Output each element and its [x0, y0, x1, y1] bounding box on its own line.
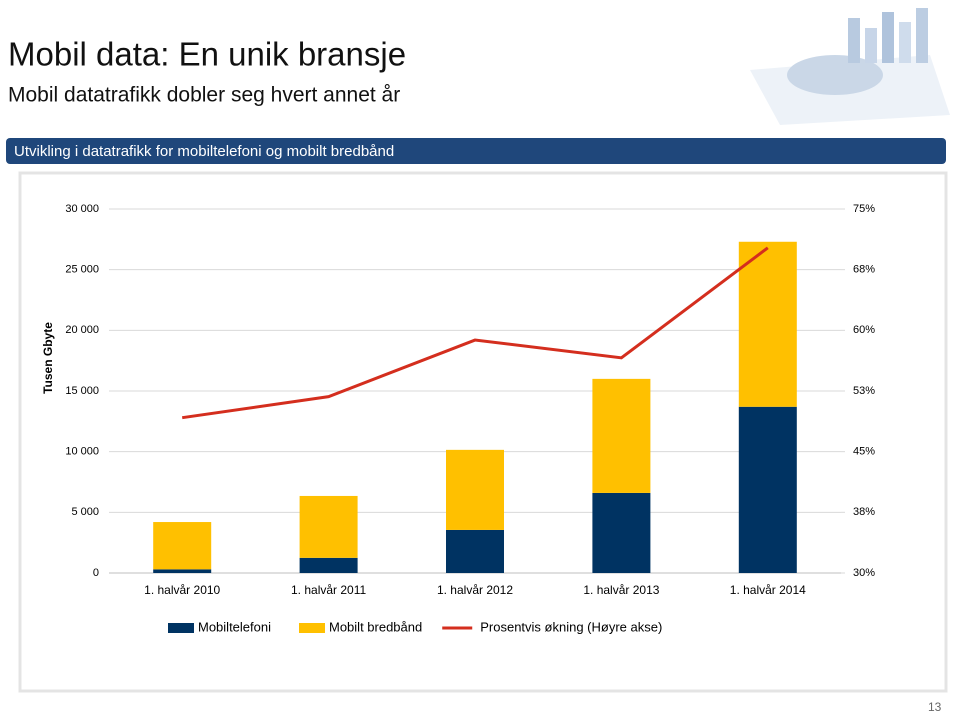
- x-tick-label: 1. halvår 2011: [291, 583, 366, 597]
- x-tick-label: 1. halvår 2012: [437, 583, 513, 597]
- bar-segment: [738, 406, 797, 573]
- bar-segment: [592, 492, 651, 573]
- y-tick-label: 25 000: [65, 264, 99, 276]
- line-series: [181, 246, 769, 420]
- y-tick-label: 0: [93, 567, 99, 579]
- y-tick-label: 5 000: [71, 506, 99, 518]
- x-tick-label: 1. halvår 2010: [144, 583, 220, 597]
- legend-label: Mobilt bredbånd: [329, 619, 422, 634]
- y2-tick-label: 38%: [853, 506, 875, 518]
- bar-segment: [299, 495, 358, 558]
- banner-text: Utvikling i datatrafikk for mobiltelefon…: [14, 143, 394, 160]
- y-tick-label: 20 000: [65, 324, 99, 336]
- x-tick-label: 1. halvår 2013: [583, 583, 659, 597]
- banner: [6, 138, 946, 164]
- y2-tick-label: 53%: [853, 385, 875, 397]
- bar-segment: [153, 569, 212, 573]
- page-number: 13: [928, 700, 942, 714]
- legend-label: Prosentvis økning (Høyre akse): [480, 619, 662, 634]
- x-tick-label: 1. halvår 2014: [730, 583, 806, 597]
- bar-segment: [299, 557, 358, 573]
- legend-swatch: [168, 623, 194, 633]
- bar-segment: [446, 529, 504, 573]
- y-tick-label: 30 000: [65, 203, 99, 215]
- y-axis-label: Tusen Gbyte: [41, 322, 55, 394]
- legend-label: Mobiltelefoni: [198, 619, 271, 634]
- bar-segment: [153, 522, 212, 570]
- y-tick-label: 10 000: [65, 446, 99, 458]
- decor-graphic: [750, 8, 950, 125]
- y2-tick-label: 75%: [853, 203, 875, 215]
- chart-frame: [18, 171, 948, 693]
- bar-segment: [738, 241, 797, 407]
- bar-segment: [592, 378, 651, 493]
- y2-tick-label: 30%: [853, 567, 875, 579]
- bar-segment: [446, 449, 504, 530]
- slide-subtitle: Mobil datatrafikk dobler seg hvert annet…: [8, 84, 400, 107]
- legend-swatch: [299, 623, 325, 633]
- y2-tick-label: 60%: [853, 324, 875, 336]
- slide-title: Mobil data: En unik bransje: [8, 36, 406, 73]
- y-tick-label: 15 000: [65, 385, 99, 397]
- y2-tick-label: 45%: [853, 446, 875, 458]
- y2-tick-label: 68%: [853, 264, 875, 276]
